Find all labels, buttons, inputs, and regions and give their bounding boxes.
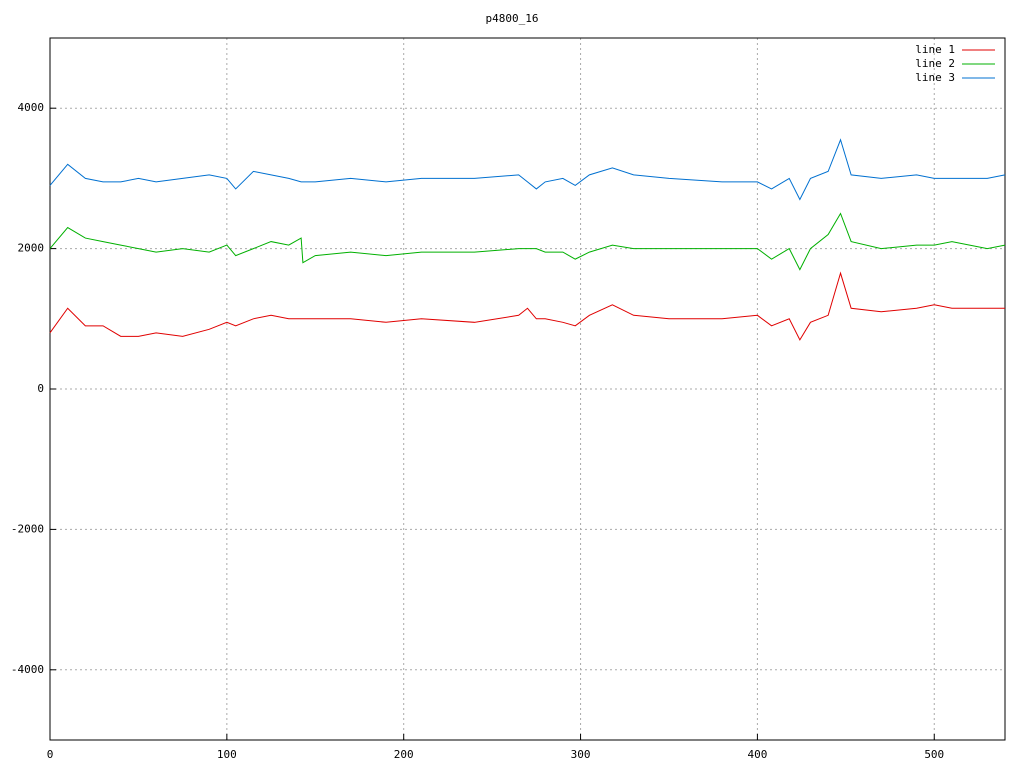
y-tick-label: 4000 <box>18 101 45 114</box>
y-tick-label: -2000 <box>11 522 44 535</box>
x-tick-label: 200 <box>394 748 414 761</box>
series-line <box>49 138 1006 201</box>
x-tick-label: 100 <box>217 748 237 761</box>
legend-label: line 3 <box>915 71 955 84</box>
x-tick-label: 500 <box>924 748 944 761</box>
y-tick-label: 2000 <box>18 242 45 255</box>
x-tick-label: 400 <box>747 748 767 761</box>
y-tick-label: -4000 <box>11 663 44 676</box>
legend-label: line 1 <box>915 43 955 56</box>
legend-label: line 2 <box>915 57 955 70</box>
series-line <box>49 212 1006 271</box>
x-tick-label: 0 <box>47 748 54 761</box>
chart-title: p4800_16 <box>486 12 539 25</box>
x-tick-label: 300 <box>571 748 591 761</box>
plot-frame <box>49 37 1006 741</box>
series-line <box>49 271 1005 341</box>
y-tick-label: 0 <box>37 382 44 395</box>
